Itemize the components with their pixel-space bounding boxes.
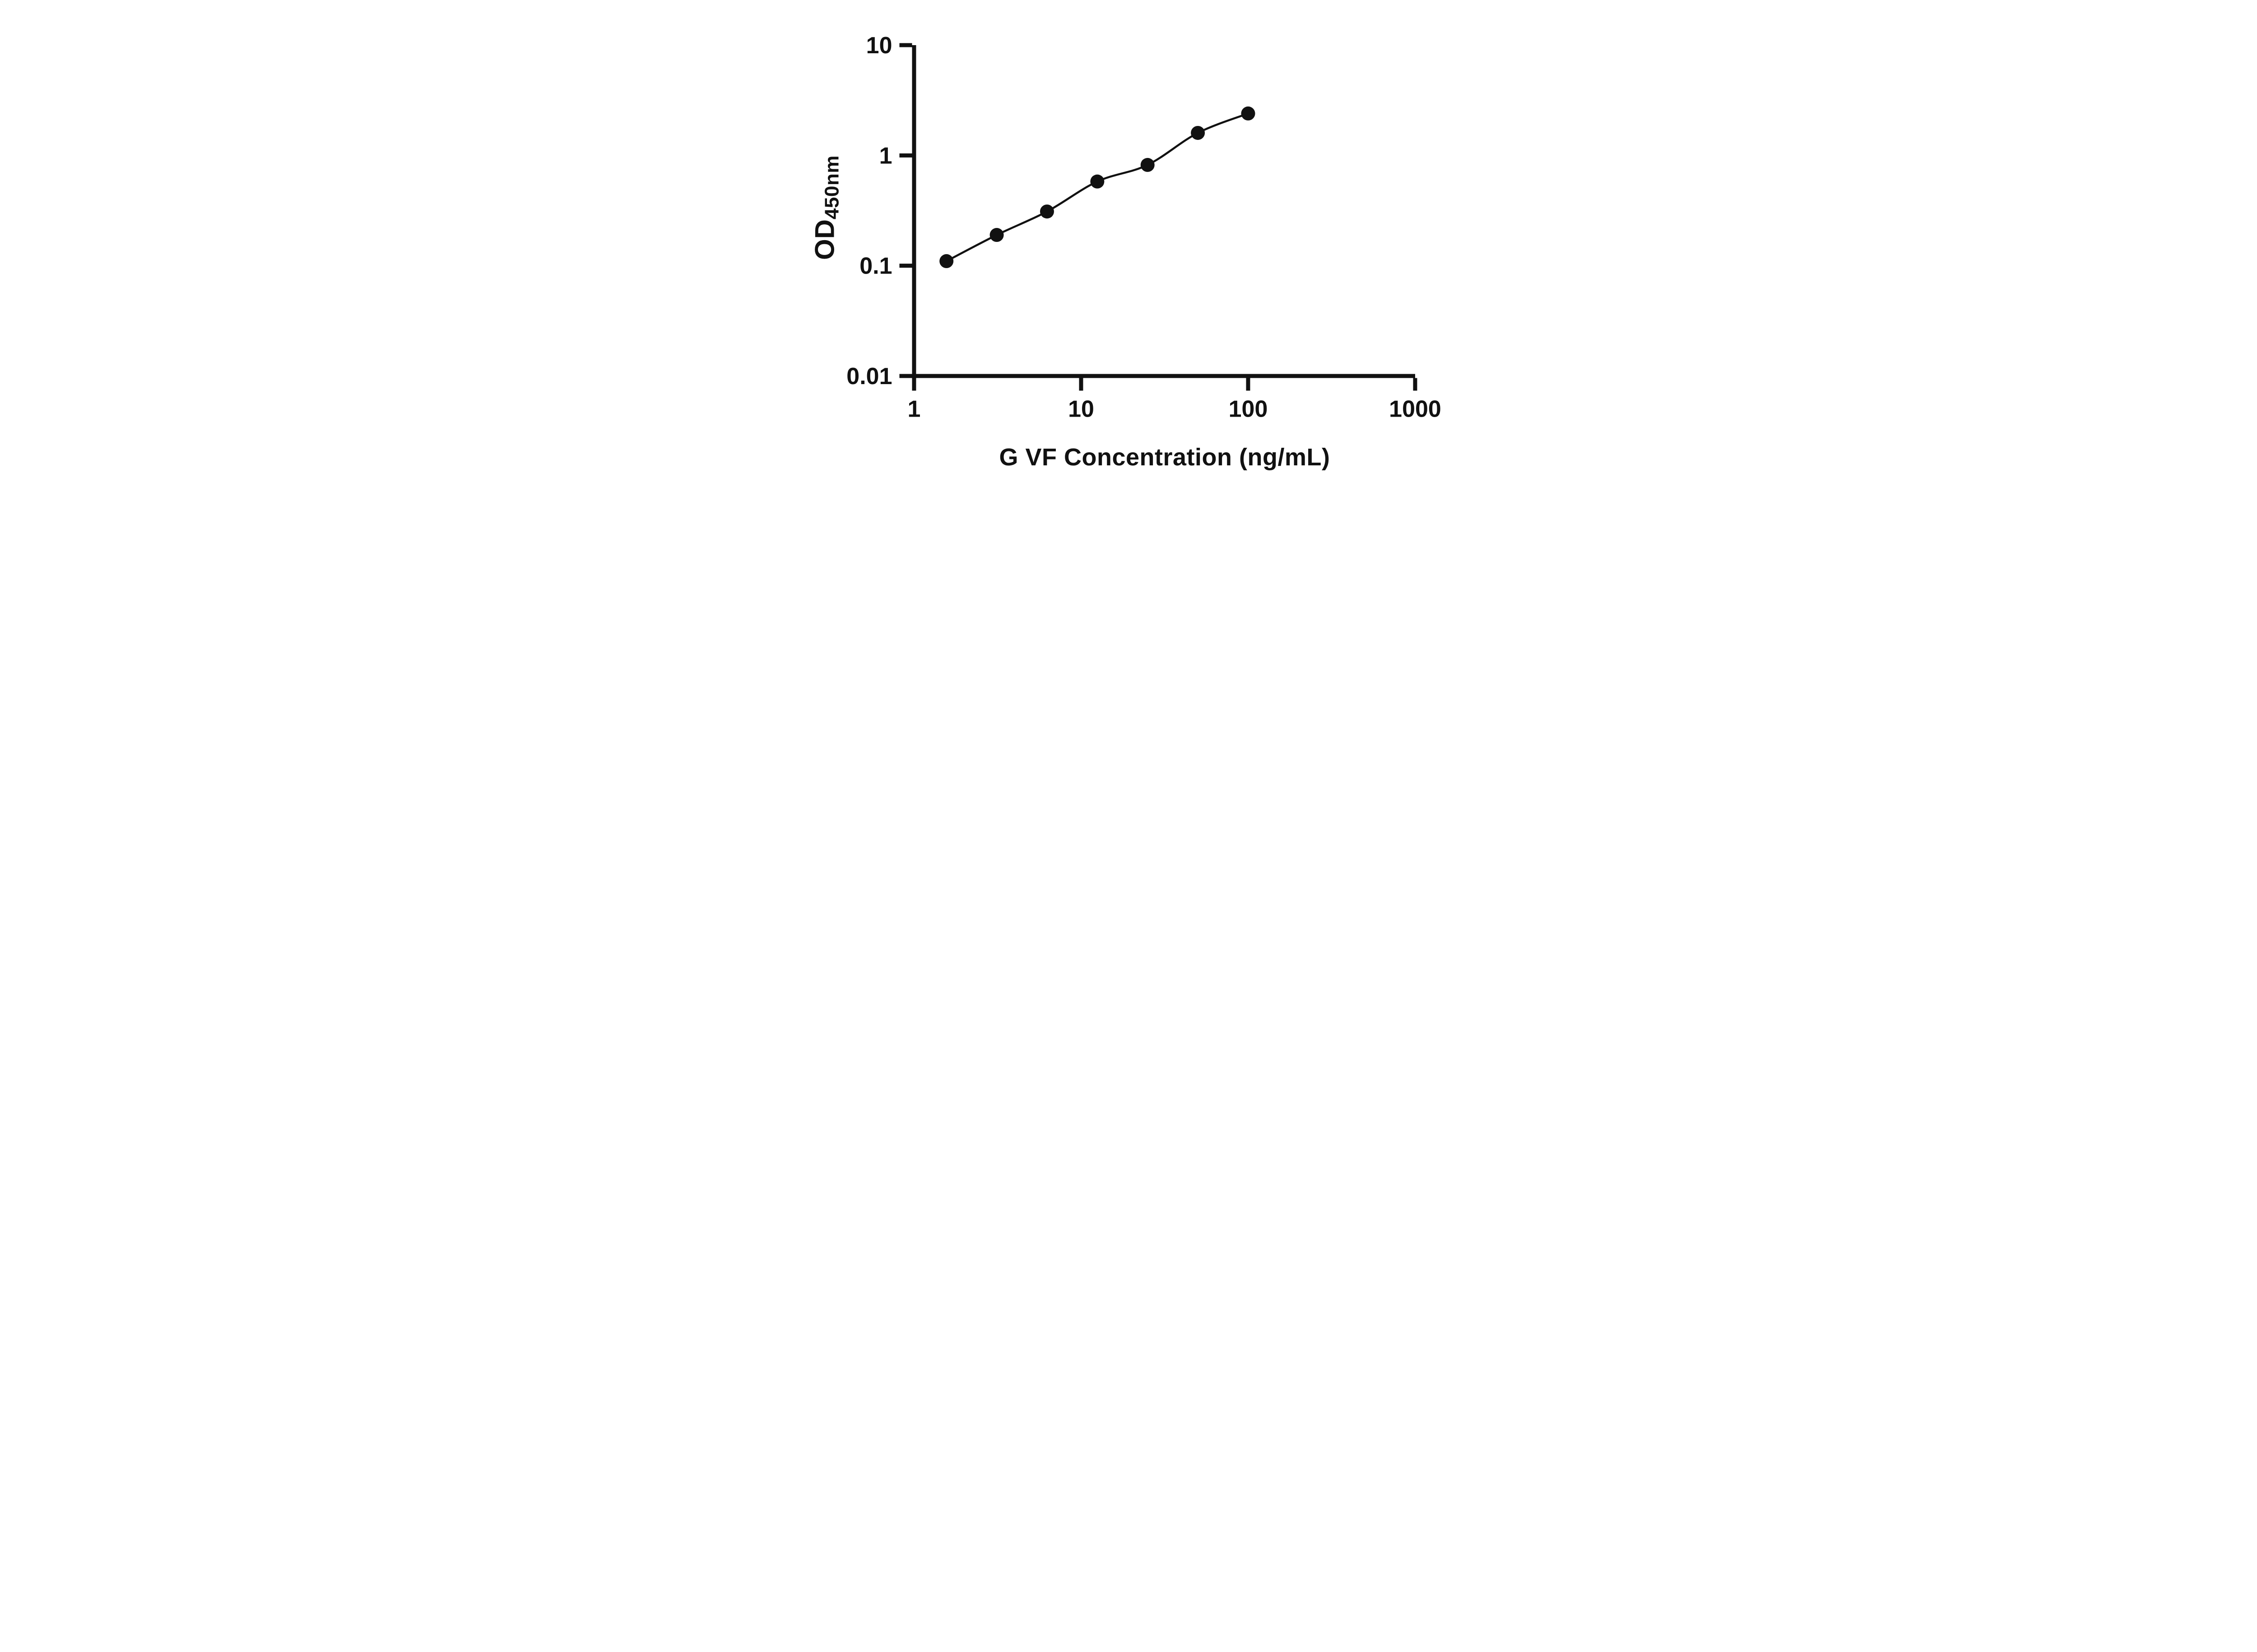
data-point-marker [939,254,954,269]
x-axis-title: G VF Concentration (ng/mL) [999,444,1330,471]
data-point-marker [1090,174,1105,189]
y-tick-label: 0.01 [846,363,892,390]
x-tick-label: 10 [1068,396,1094,422]
x-tick-label: 100 [1229,396,1268,422]
data-point-marker [1040,204,1054,219]
y-tick-label: 10 [866,32,892,59]
y-axis-title-subscript: 450nm [821,155,843,219]
y-tick-label: 1 [879,143,892,169]
standard-curve-plot: 1 10 100 1000 0.01 0.1 1 10 [846,32,1441,422]
y-axis-title-main: OD [809,219,840,260]
y-tick-label: 0.1 [859,253,892,279]
x-tick-label: 1000 [1389,396,1441,422]
data-point-marker [1140,158,1155,172]
elisa-standard-curve-figure: 1 10 100 1000 0.01 0.1 1 10 OD450nm G VF Concen… [781,0,1476,496]
data-point-marker [989,228,1004,242]
data-point-marker [1241,106,1255,121]
x-tick-label: 1 [908,396,921,422]
data-point-marker [1191,125,1205,140]
y-axis-title: OD450nm [809,155,843,260]
